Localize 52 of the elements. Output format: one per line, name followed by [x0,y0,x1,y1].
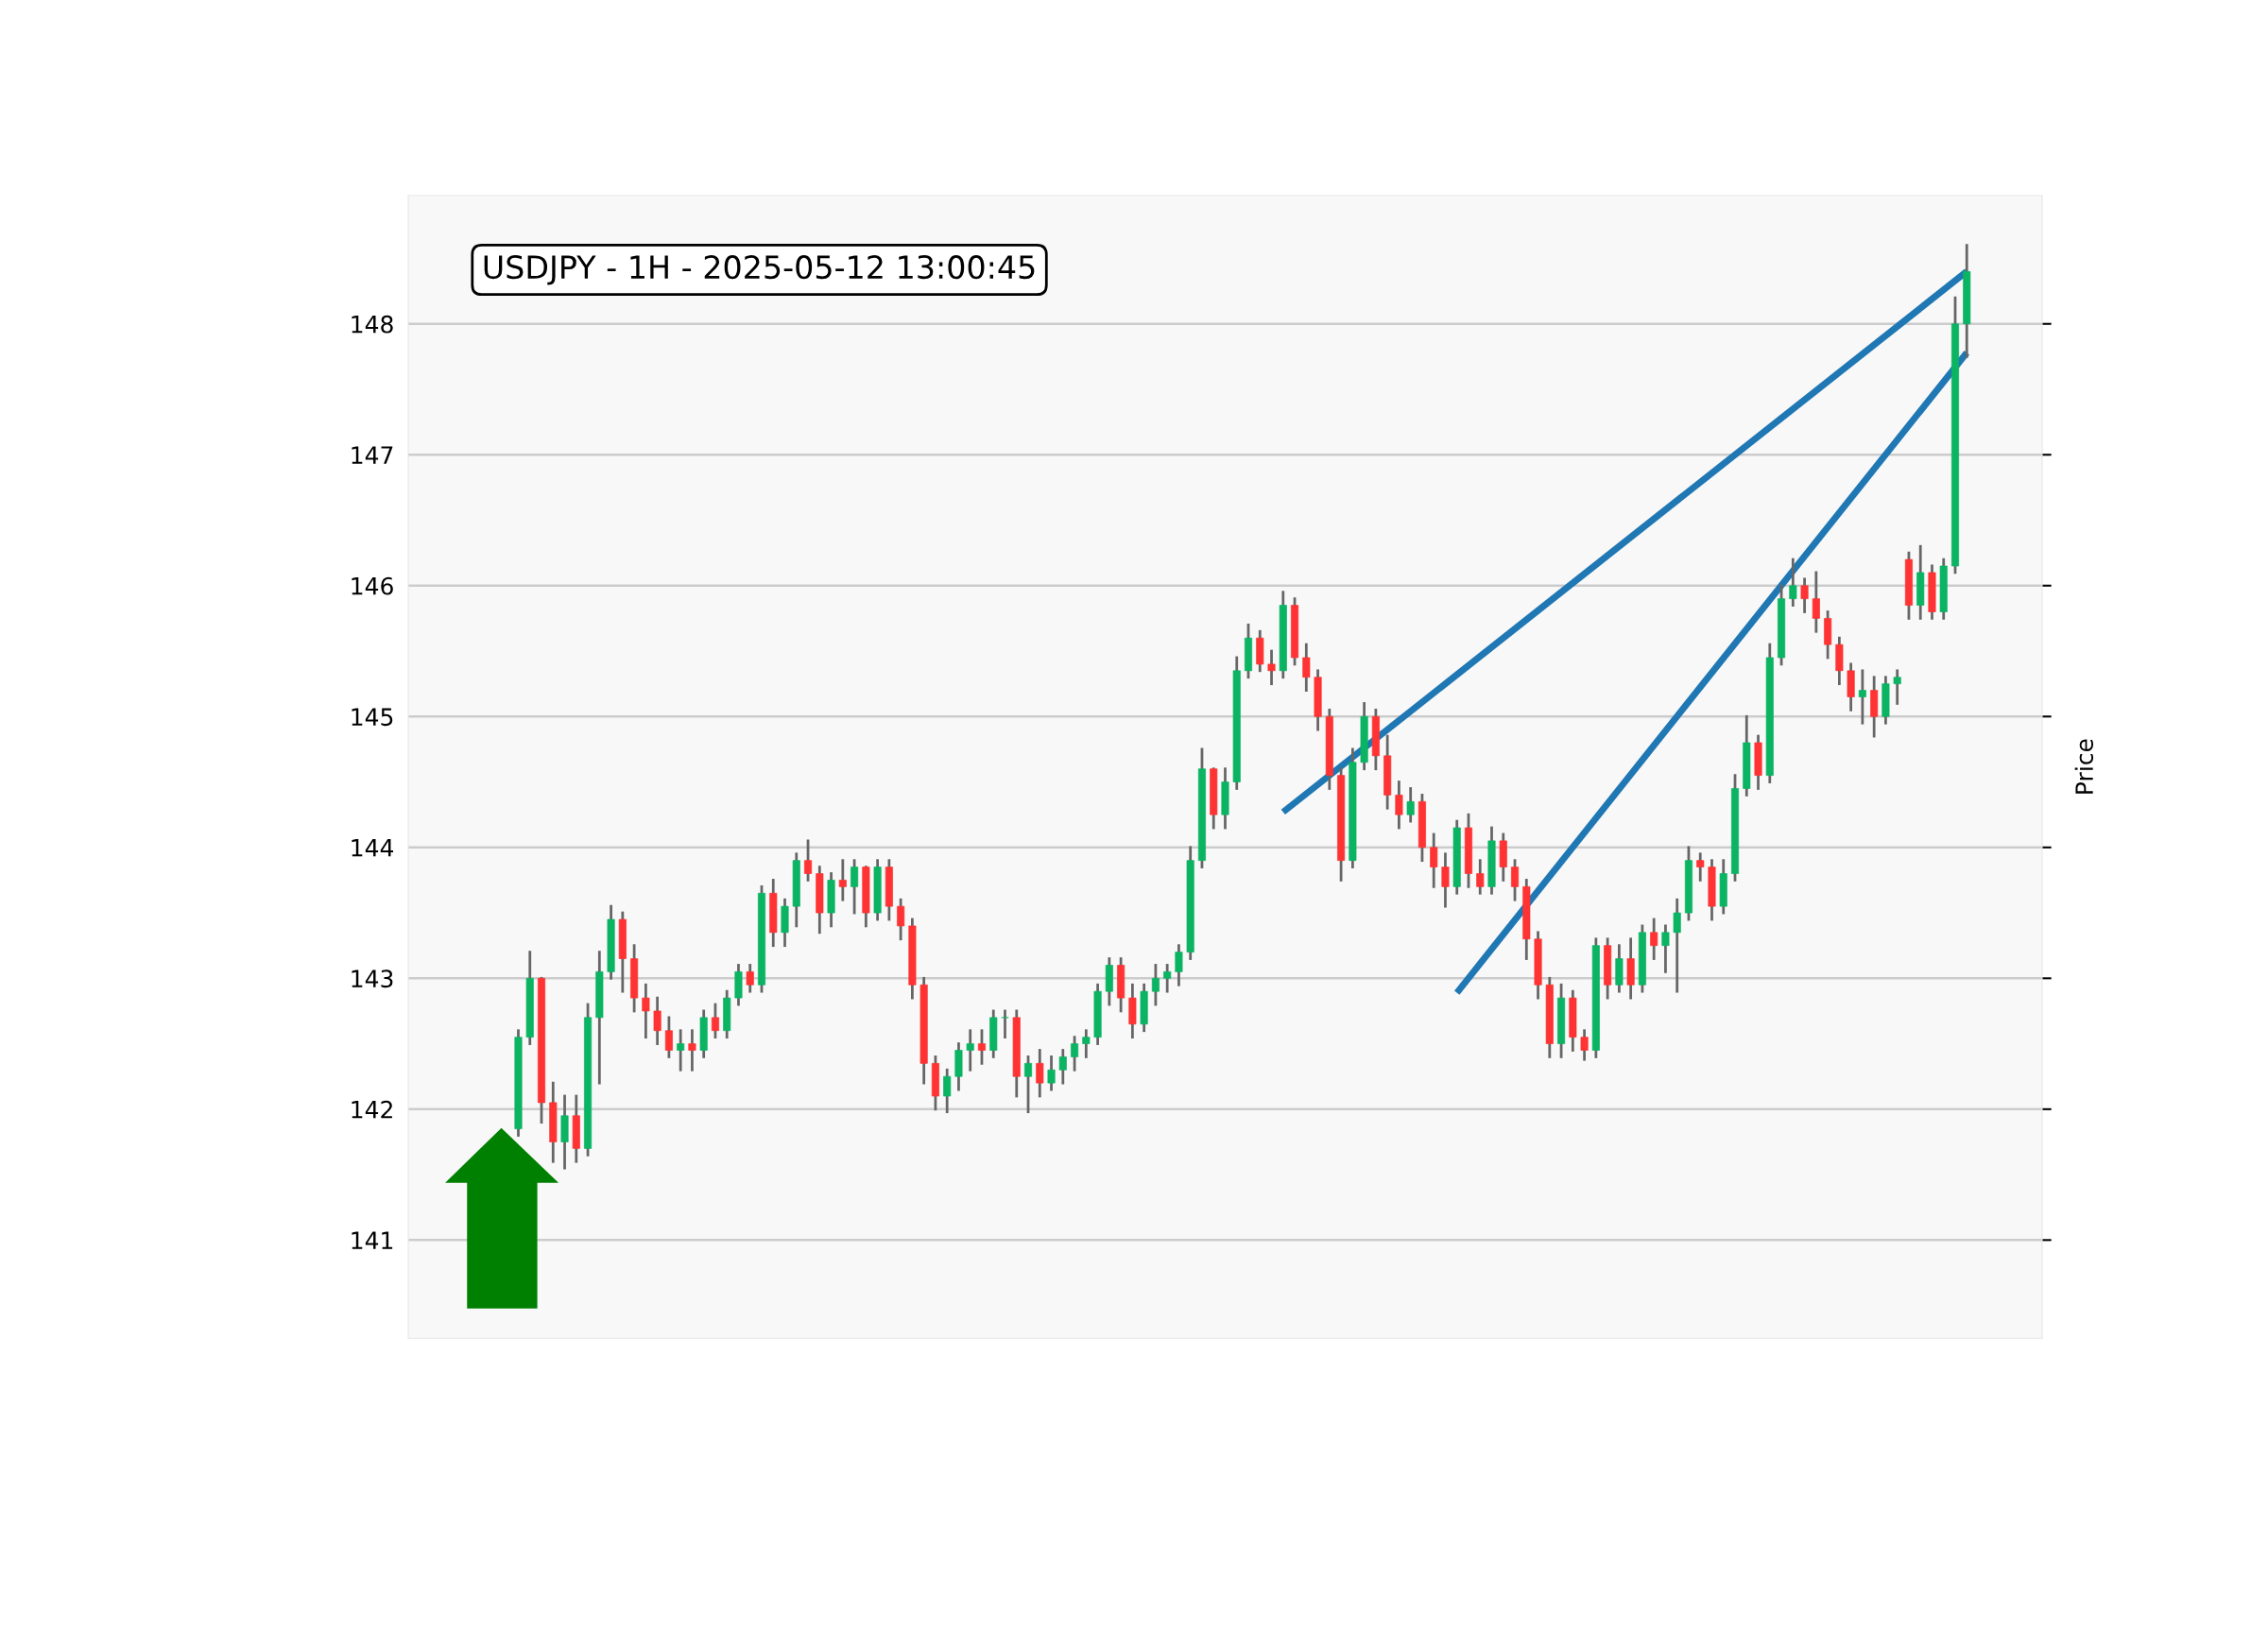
candlestick [688,1029,696,1072]
candlestick [1893,669,1901,705]
candlestick [977,1029,986,1065]
candlestick [1267,649,1276,686]
candlestick [746,964,754,993]
candlestick [1024,1055,1033,1113]
candlestick [1001,1009,1009,1039]
text: USDJPY - 1H - 2025-05-12 13:00:45 [484,255,1035,285]
y-tick-label: 143 [352,969,393,988]
y-tick-label: 147 [352,446,393,464]
candlestick [804,839,813,882]
candlestick [1047,1055,1056,1091]
candlestick [1082,1029,1091,1058]
candlestick [1036,1049,1044,1098]
candlestick [1395,781,1403,830]
candlestick [1406,787,1415,823]
candlestick [1511,859,1520,901]
candlestick [1800,577,1809,613]
candlestick [1580,1029,1589,1061]
candlestick [711,1003,719,1039]
candlestick [1163,964,1172,993]
candlestick [1430,832,1438,888]
y-axis-title: Price [2074,739,2094,794]
y-tick-label: 142 [352,1100,392,1119]
y-tick-label: 144 [352,839,394,857]
candlestick [1673,898,1681,993]
candlestick [1151,964,1160,1006]
candlestick [642,983,650,1039]
candlestick [677,1029,685,1072]
candlestick [1175,944,1183,987]
candlestick [1696,852,1705,882]
candlestick [653,996,662,1045]
candlestick [897,898,905,941]
candlestick [1058,1049,1067,1085]
candlestick [943,1068,952,1113]
candlestick [1812,571,1820,633]
candlestick [966,1029,974,1072]
candlestick [850,859,859,915]
candlestick [1476,859,1485,895]
candlestick [1858,669,1866,725]
candlestick [838,859,847,901]
y-tick-label: 145 [352,708,393,727]
candlestick [1071,1036,1079,1072]
candlestick [1661,924,1670,973]
candlestick [1302,643,1311,692]
candlestick [1650,918,1658,960]
candlestick [1789,558,1797,607]
y-tick-label: 141 [352,1231,393,1249]
candlestick [664,1016,673,1058]
y-tick-label: 148 [352,315,393,334]
candlestick [1441,852,1450,908]
y-tick-label: 146 [352,576,393,595]
